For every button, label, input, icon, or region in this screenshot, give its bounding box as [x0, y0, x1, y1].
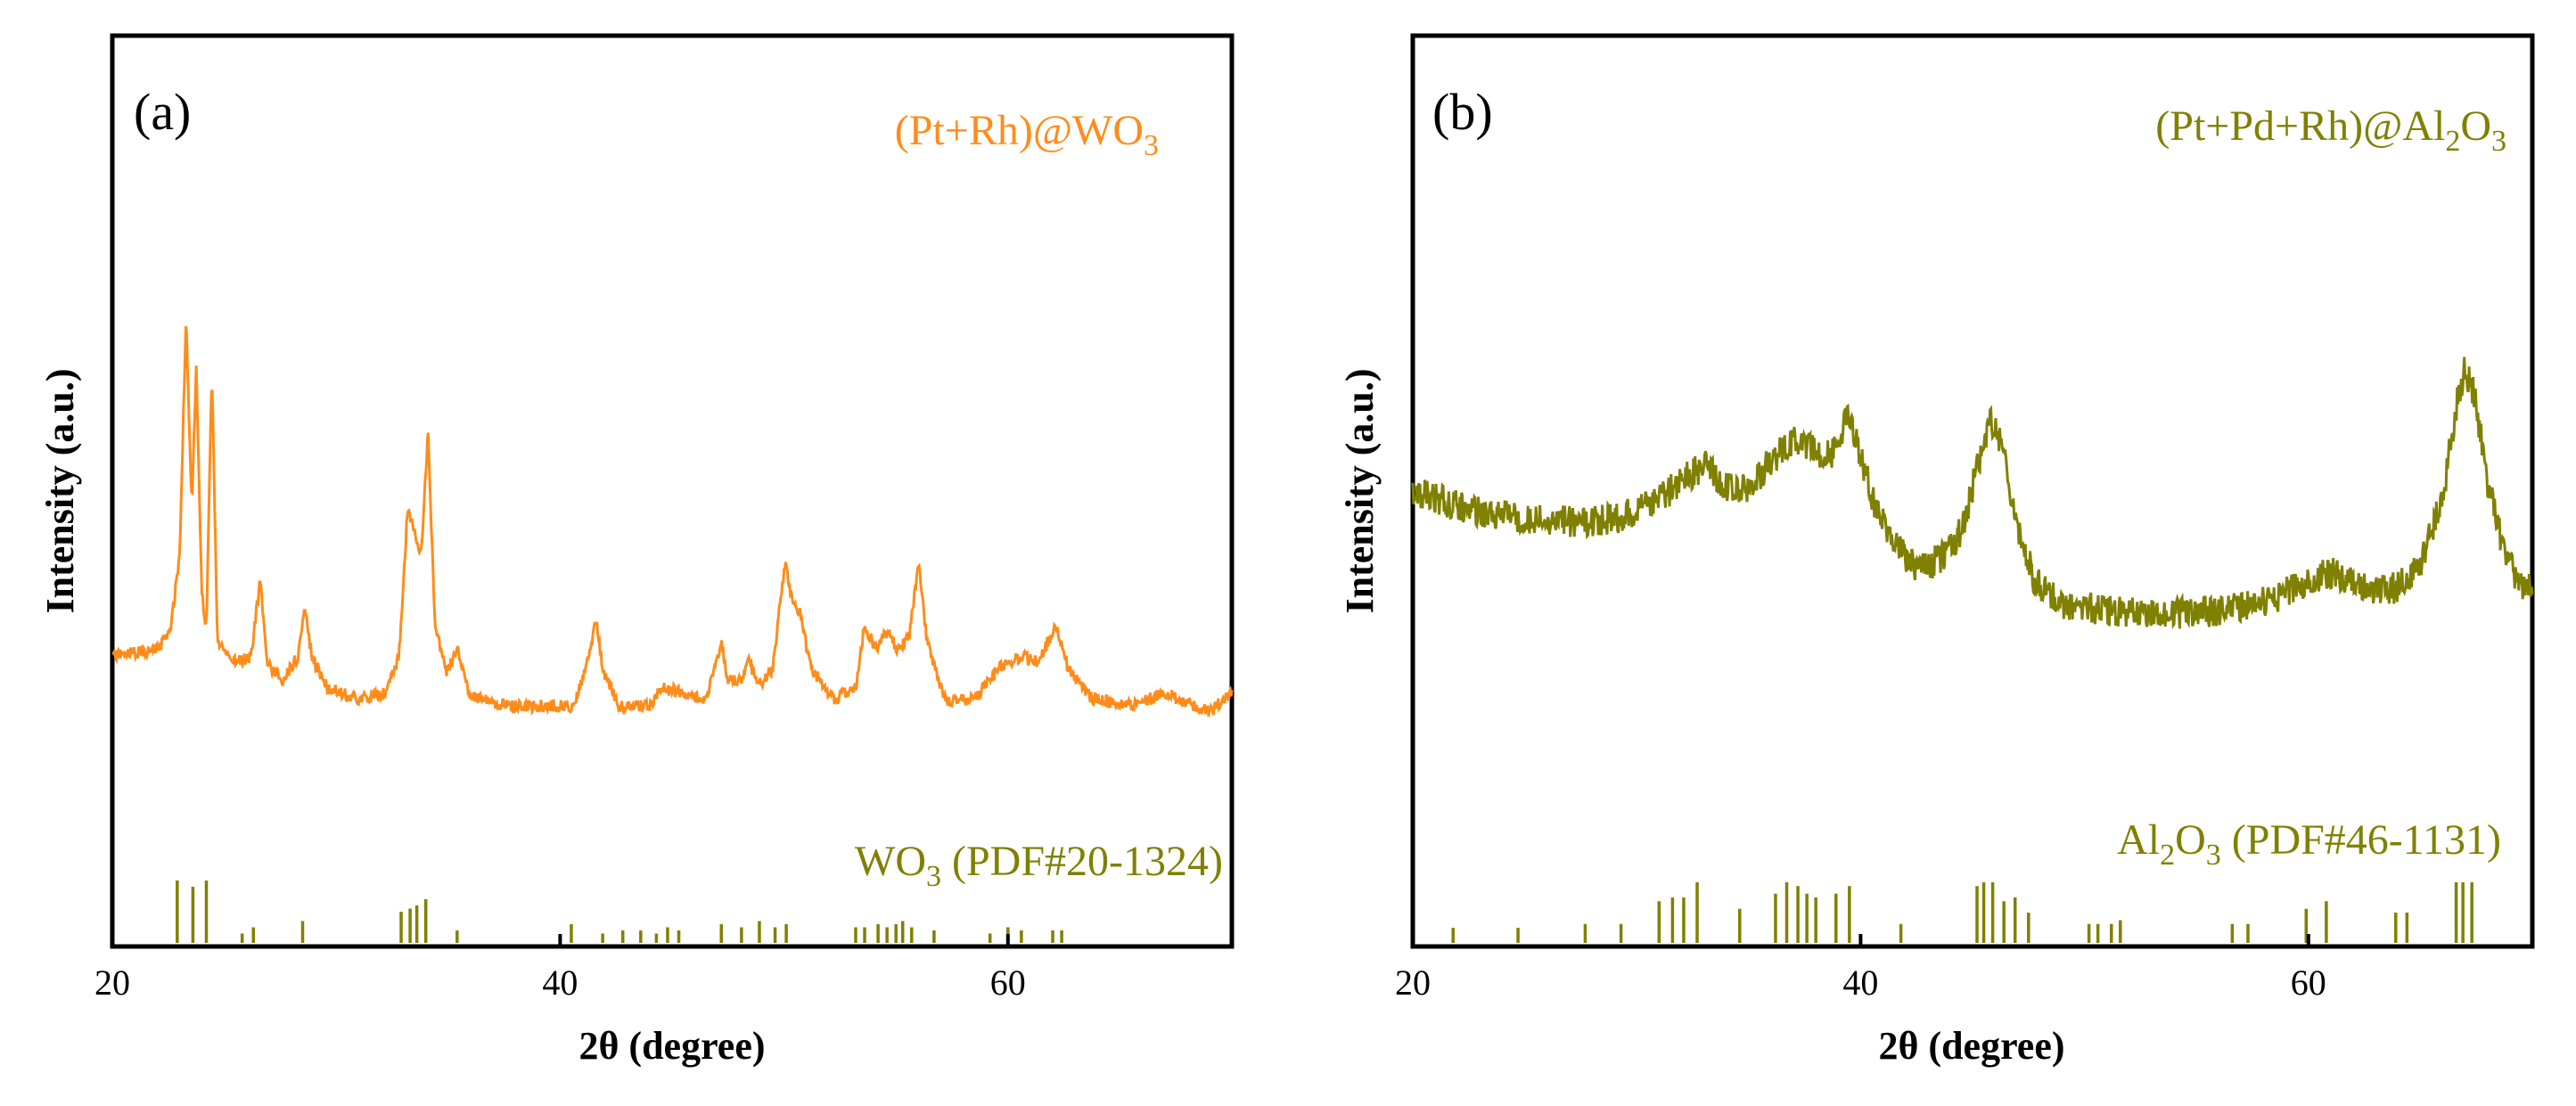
panel-a-ylabel: Intensity (a.u.) — [38, 368, 82, 613]
panel-b-x-tick-label: 40 — [1842, 963, 1878, 1003]
panel-b-reference-label-mid: O — [2175, 816, 2206, 864]
panel-a-reference-label-rest: (PDF#20-1324) — [941, 838, 1223, 885]
panel-b-reference-label-sub2: 3 — [2206, 839, 2221, 872]
panel-a-series-label-main: (Pt+Rh)@WO — [895, 107, 1144, 154]
panel-a-x-tick-label: 60 — [990, 963, 1026, 1003]
panel-b-reference-lines — [1451, 882, 2473, 943]
panel-b-series-label-main: (Pt+Pd+Rh)@Al — [2155, 102, 2445, 150]
panel-b-label: (b) — [1432, 83, 1493, 141]
panel-a-series-label-sub: 3 — [1144, 129, 1159, 162]
panel-b-xlabel: 2θ (degree) — [1878, 1024, 2064, 1068]
panel-a-reference-label-sub: 3 — [926, 860, 941, 893]
panel-a-reference-label: WO3 (PDF#20-1324) — [855, 838, 1223, 893]
panel-b-reference-label-main: Al — [2117, 816, 2160, 864]
panel-b-x-tick-label: 20 — [1395, 963, 1431, 1003]
panel-b-series-label-sub2: 3 — [2491, 125, 2506, 158]
panel-a-xlabel: 2θ (degree) — [578, 1024, 765, 1068]
panel-a-xrd-curve — [111, 325, 1234, 717]
panel-a-x-tick-label: 20 — [94, 963, 130, 1003]
panel-b-x-tick-label: 60 — [2291, 963, 2326, 1003]
panel-a-series-label: (Pt+Rh)@WO3 — [895, 107, 1159, 162]
panel-a-reference-lines — [176, 881, 1063, 943]
panel-a-plot-frame — [110, 33, 1235, 949]
panel-a: (a) (Pt+Rh)@WO3 WO3 (PDF#20-1324) 20 40 60… — [38, 33, 1235, 1068]
panel-b-reference-label-rest: (PDF#46-1131) — [2221, 816, 2501, 864]
panel-b-xrd-curve — [1411, 356, 2534, 630]
panel-a-x-ticks: 20 40 60 — [94, 934, 1026, 1003]
panel-b-x-ticks: 20 40 60 — [1395, 934, 2326, 1003]
panel-a-reference-label-main: WO — [855, 838, 926, 885]
panel-b-reference-label: Al2O3 (PDF#46-1131) — [2117, 816, 2501, 872]
panel-b-series-label-sub: 2 — [2445, 125, 2460, 158]
panel-b-series-label-mid: O — [2460, 102, 2491, 150]
panel-b-ylabel: Intensity (a.u.) — [1338, 368, 1382, 613]
panel-b-reference-label-sub: 2 — [2160, 839, 2175, 872]
panel-b: (b) (Pt+Pd+Rh)@Al2O3 Al2O3 (PDF#46-1131)… — [1338, 33, 2535, 1068]
panel-a-x-tick-label: 40 — [542, 963, 578, 1003]
panel-a-label: (a) — [134, 83, 191, 141]
panel-b-series-label: (Pt+Pd+Rh)@Al2O3 — [2155, 102, 2506, 158]
